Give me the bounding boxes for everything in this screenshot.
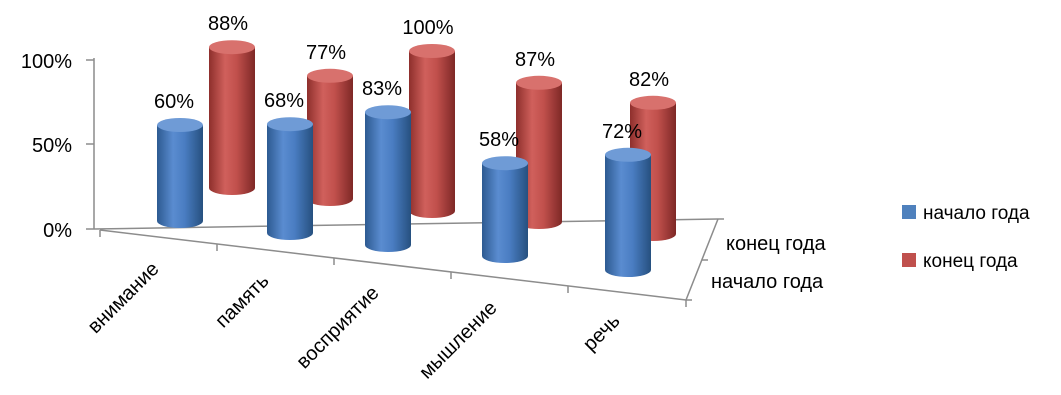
bar-body xyxy=(209,47,255,196)
bar-body xyxy=(267,124,313,240)
legend: начало года конец года xyxy=(902,203,1030,272)
category-label: память xyxy=(211,270,273,332)
bar-start-3 xyxy=(482,156,528,263)
bar-top xyxy=(409,44,455,58)
x-axis-line xyxy=(99,229,687,301)
bar-top xyxy=(630,95,676,110)
depth-axis-labels: конец года начало года xyxy=(711,233,826,293)
bar-top xyxy=(516,75,562,90)
bar-body xyxy=(409,51,455,218)
bar-top xyxy=(209,40,255,55)
bar-start-0 xyxy=(157,118,203,228)
bar-body xyxy=(365,112,411,252)
data-label: 58% xyxy=(479,129,519,151)
legend-label: начало года xyxy=(923,203,1030,224)
data-label: 88% xyxy=(208,13,248,35)
bar-top xyxy=(267,117,313,132)
data-label: 72% xyxy=(602,121,642,143)
bar-top xyxy=(365,105,411,120)
data-label: 87% xyxy=(515,49,555,71)
bar-body xyxy=(157,125,203,228)
bar-start-2 xyxy=(365,105,411,252)
depth-axis-label: конец года xyxy=(726,233,826,255)
depth-axis-label: начало года xyxy=(711,271,824,293)
bar-body xyxy=(307,75,353,206)
category-label: речь xyxy=(579,310,625,356)
bar-body xyxy=(482,163,528,263)
bar-start-1 xyxy=(267,117,313,240)
plot-area: 88% 77% 100% 87% 82% 60% 68% 83% 58% 72% xyxy=(154,13,676,277)
bar-body xyxy=(605,154,651,277)
y-tick-label: 0% xyxy=(43,220,72,242)
data-label: 68% xyxy=(264,90,304,112)
data-label: 60% xyxy=(154,91,194,113)
data-label: 100% xyxy=(402,17,453,39)
category-label: восприятие xyxy=(292,282,383,373)
bar-top xyxy=(482,156,528,171)
legend-item: начало года xyxy=(902,203,1030,224)
category-labels: внимание память восприятие мышление речь xyxy=(84,258,625,383)
legend-label: конец года xyxy=(923,251,1018,272)
y-tick-labels: 100% 50% 0% xyxy=(21,51,72,242)
data-label: 83% xyxy=(362,78,402,100)
category-label: внимание xyxy=(84,258,164,338)
data-label: 77% xyxy=(306,42,346,64)
y-tick-label: 100% xyxy=(21,51,72,73)
bar-end-0 xyxy=(209,40,255,196)
data-label: 82% xyxy=(629,69,669,91)
bar-top xyxy=(157,118,203,132)
category-label: мышление xyxy=(415,297,501,383)
bar-top xyxy=(605,147,651,162)
bar-top xyxy=(307,68,353,83)
bar-end-1 xyxy=(307,68,353,206)
legend-swatch xyxy=(902,253,916,267)
legend-item: конец года xyxy=(902,251,1018,272)
bar-start-4 xyxy=(605,147,651,277)
bar-end-2 xyxy=(409,44,455,218)
y-tick-label: 50% xyxy=(32,135,72,157)
legend-swatch xyxy=(902,205,916,219)
